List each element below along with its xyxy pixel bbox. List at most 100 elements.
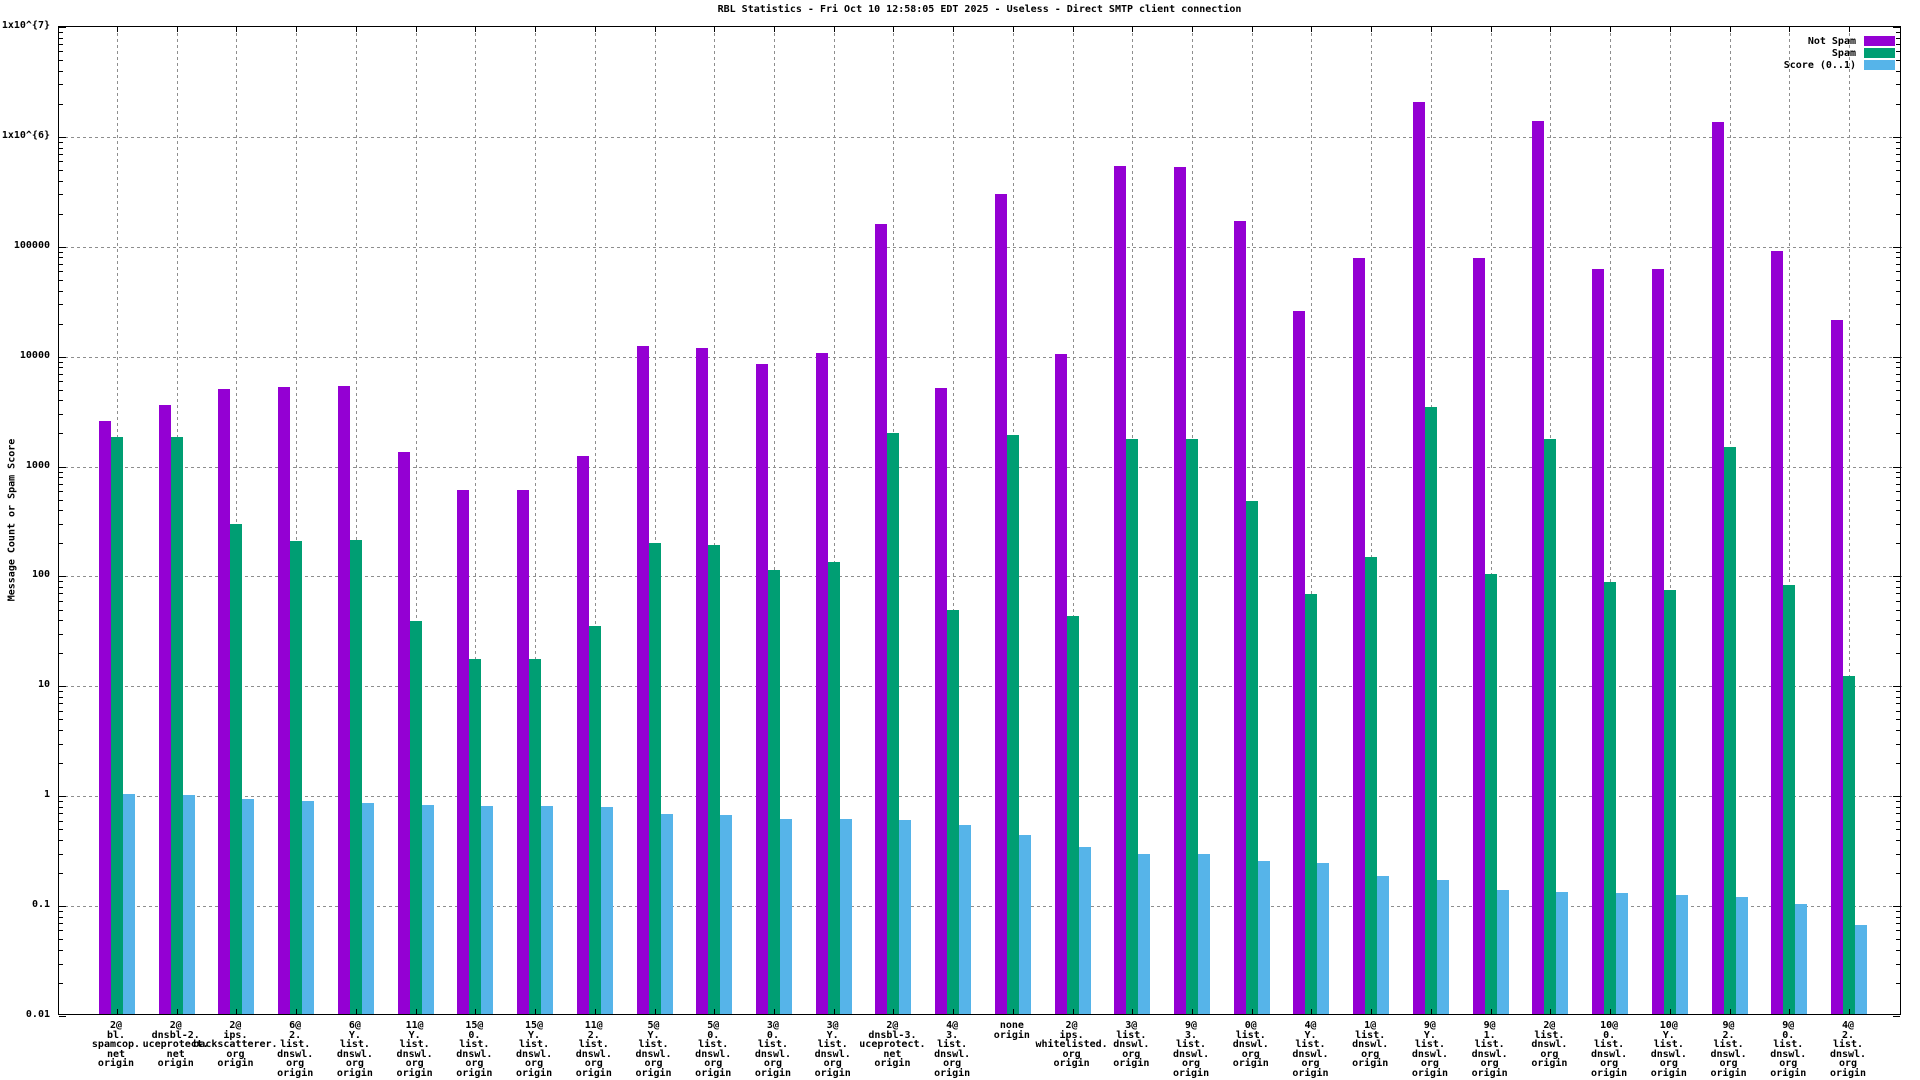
bar-spam — [827, 561, 840, 1014]
x-tick-label: 3@ Y. list. dnswl. org origin — [814, 1020, 851, 1079]
y-minor-tick — [59, 839, 63, 841]
x-tick — [1849, 1009, 1850, 1014]
y-minor-tick — [59, 911, 63, 913]
y-minor-tick — [1896, 923, 1900, 925]
y-minor-tick — [59, 169, 63, 171]
y-minor-tick — [1896, 829, 1900, 831]
y-minor-tick — [1896, 147, 1900, 149]
x-tick — [1072, 27, 1074, 32]
gridline-vertical — [594, 27, 596, 1016]
y-minor-tick — [59, 161, 63, 163]
y-minor-tick — [1896, 367, 1900, 369]
y-minor-tick — [59, 290, 63, 292]
y-major-tick — [1893, 27, 1900, 28]
gridline-horizontal — [59, 906, 1902, 908]
y-minor-tick — [1896, 37, 1900, 39]
y-minor-tick — [59, 719, 63, 721]
legend-row-not-spam: Not Spam — [1784, 36, 1895, 47]
y-minor-tick — [59, 806, 63, 808]
gridline-vertical — [1371, 27, 1373, 1016]
y-major-tick — [59, 466, 66, 468]
y-minor-tick — [1896, 839, 1900, 841]
x-tick — [953, 1009, 955, 1014]
bar-not-spam — [517, 489, 530, 1014]
x-tick — [1789, 1009, 1791, 1014]
gridline-horizontal — [59, 686, 1902, 688]
y-minor-tick — [1896, 213, 1900, 215]
bar-score — [481, 806, 494, 1014]
y-minor-tick — [59, 543, 63, 545]
y-minor-tick — [59, 194, 63, 196]
gridline-vertical — [296, 27, 298, 1016]
bar-not-spam — [278, 386, 291, 1014]
x-tick-label: 6@ 2. list. dnswl. org origin — [277, 1020, 314, 1079]
x-tick — [415, 1009, 417, 1014]
y-major-tick — [59, 686, 66, 688]
y-minor-tick — [1896, 477, 1900, 479]
x-tick-label: 15@ Y. list. dnswl. org origin — [516, 1020, 553, 1079]
y-minor-tick — [1896, 433, 1900, 435]
y-minor-tick — [59, 587, 63, 589]
gridline-vertical — [833, 27, 835, 1016]
gridline-vertical — [1490, 27, 1492, 1016]
x-tick — [296, 1009, 298, 1014]
y-minor-tick — [1896, 719, 1900, 721]
y-minor-tick — [59, 813, 63, 815]
y-minor-tick — [59, 620, 63, 622]
y-minor-tick — [59, 433, 63, 435]
y-minor-tick — [1896, 251, 1900, 253]
y-minor-tick — [1896, 471, 1900, 473]
y-minor-tick — [59, 581, 63, 583]
y-major-tick — [1893, 576, 1900, 578]
y-minor-tick — [1896, 587, 1900, 589]
bar-spam — [1783, 584, 1796, 1014]
x-tick-label: 15@ 0. list. dnswl. org origin — [456, 1020, 493, 1079]
bar-score — [242, 799, 255, 1014]
bar-not-spam — [636, 345, 649, 1014]
x-tick — [714, 27, 716, 32]
y-major-tick — [1893, 906, 1900, 908]
y-tick-label: 1 — [43, 789, 50, 801]
x-tick-label: 9@ 0. list. dnswl. org origin — [1770, 1020, 1807, 1079]
bar-score — [123, 794, 135, 1014]
y-minor-tick — [59, 524, 63, 525]
bar-not-spam — [337, 385, 350, 1014]
bar-not-spam — [1293, 310, 1306, 1014]
bar-not-spam — [815, 353, 828, 1014]
y-major-tick — [1893, 246, 1900, 248]
y-minor-tick — [59, 37, 63, 39]
legend-label-spam: Spam — [1831, 47, 1856, 59]
y-minor-tick — [59, 490, 63, 492]
y-minor-tick — [59, 279, 63, 281]
bar-not-spam — [99, 420, 111, 1014]
y-minor-tick — [59, 103, 63, 105]
x-tick — [1132, 27, 1134, 32]
bar-not-spam — [1412, 101, 1425, 1014]
y-minor-tick — [1896, 743, 1900, 745]
x-tick-label: 1@ list. dnswl. org origin — [1352, 1020, 1389, 1069]
y-minor-tick — [59, 696, 63, 698]
x-tick — [1132, 1009, 1134, 1014]
y-minor-tick — [59, 304, 63, 306]
x-tick — [833, 1009, 835, 1014]
y-minor-tick — [59, 263, 63, 265]
y-minor-tick — [1896, 710, 1900, 712]
x-tick-label: 11@ Y. list. dnswl. org origin — [396, 1020, 433, 1079]
bar-score — [541, 806, 554, 1014]
bar-not-spam — [755, 364, 768, 1014]
x-tick — [773, 1009, 775, 1014]
y-minor-tick — [1896, 620, 1900, 622]
x-tick — [117, 27, 118, 32]
bar-not-spam — [218, 388, 231, 1014]
bar-spam — [1604, 582, 1617, 1014]
y-minor-tick — [59, 710, 63, 712]
x-tick — [117, 1009, 118, 1014]
y-minor-tick — [1896, 930, 1900, 932]
x-tick-label: 2@ ips. whitelisted. org origin — [1035, 1020, 1108, 1069]
y-minor-tick — [59, 414, 63, 416]
x-tick-label: 2@ dnsbl-3. uceprotect. net origin — [859, 1020, 926, 1069]
gridline-vertical — [1311, 27, 1313, 1016]
x-tick-label: 2@ ips. backscatterer. org origin — [193, 1020, 278, 1069]
x-tick-label: 5@ Y. list. dnswl. org origin — [635, 1020, 672, 1079]
y-minor-tick — [1896, 414, 1900, 416]
